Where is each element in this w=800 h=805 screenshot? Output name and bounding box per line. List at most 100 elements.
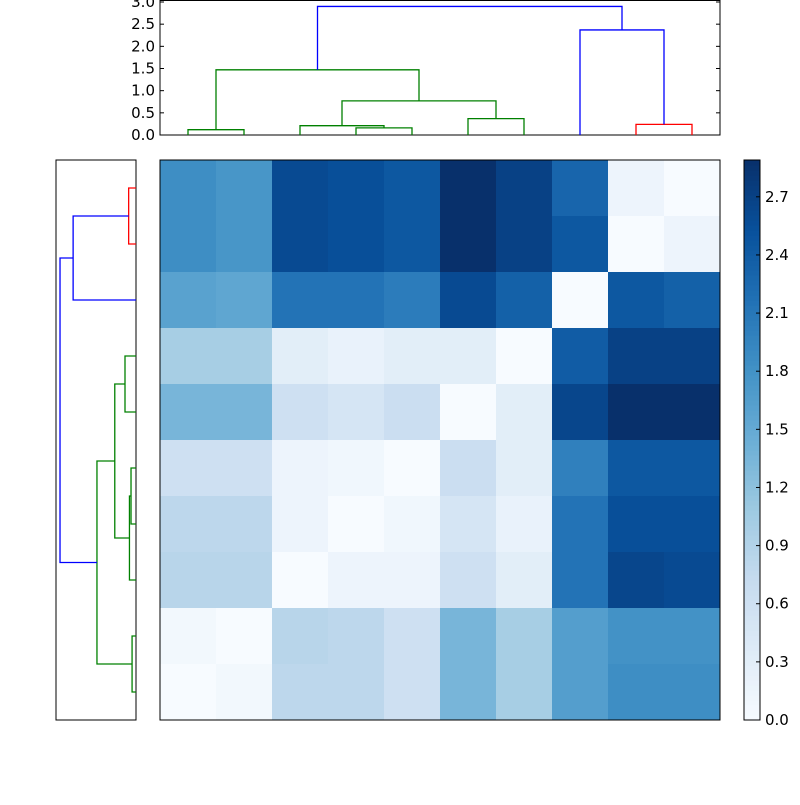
colorbar-segment: [744, 600, 760, 606]
y-tick-label: 0.0: [131, 126, 155, 144]
colorbar-segment: [744, 615, 760, 621]
heatmap-cell: [496, 608, 553, 665]
colorbar-segment: [744, 300, 760, 306]
heatmap-cell: [496, 440, 553, 497]
y-tick-label: 1.5: [131, 60, 155, 78]
dendrogram-link: [467, 117, 525, 135]
colorbar-segment: [744, 650, 760, 656]
colorbar-segment: [744, 230, 760, 236]
dendrogram-link: [635, 123, 693, 135]
colorbar-segment: [744, 405, 760, 411]
colorbar-segment: [744, 655, 760, 661]
dendrogram-link: [59, 257, 97, 564]
heatmap-cell: [608, 160, 665, 217]
heatmap-cell: [552, 440, 609, 497]
colorbar-segment: [744, 250, 760, 256]
colorbar-segment: [744, 370, 760, 376]
colorbar-tick-label: 0.0: [765, 711, 789, 729]
colorbar-segment: [744, 715, 760, 721]
dendrogram-link: [131, 635, 136, 693]
heatmap-cell: [272, 272, 329, 329]
heatmap-cell: [160, 160, 217, 217]
heatmap-cell: [216, 328, 273, 385]
colorbar-segment: [744, 550, 760, 556]
colorbar-segment: [744, 345, 760, 351]
colorbar-segment: [744, 590, 760, 596]
colorbar-segment: [744, 420, 760, 426]
heatmap-cell: [552, 552, 609, 609]
y-tick-label: 2.5: [131, 15, 155, 33]
colorbar-segment: [744, 215, 760, 221]
colorbar-segment: [744, 395, 760, 401]
heatmap-cell: [608, 552, 665, 609]
colorbar-segment: [744, 495, 760, 501]
colorbar-segment: [744, 425, 760, 431]
heatmap-cell: [664, 216, 721, 273]
colorbar-segment: [744, 510, 760, 516]
heatmap-cell: [608, 384, 665, 441]
colorbar-segment: [744, 160, 760, 166]
colorbar-segment: [744, 500, 760, 506]
heatmap-frame: [159, 159, 721, 721]
colorbar-segment: [744, 470, 760, 476]
colorbar-segment: [744, 630, 760, 636]
colorbar-segment: [744, 400, 760, 406]
colorbar-segment: [744, 295, 760, 301]
heatmap-cell: [216, 496, 273, 553]
heatmap-cell: [664, 552, 721, 609]
y-tick-label: 3.0: [131, 0, 155, 11]
colorbar-segment: [744, 490, 760, 496]
heatmap-cell: [608, 272, 665, 329]
colorbar-tick-label: 2.1: [765, 304, 789, 322]
heatmap-cell: [328, 384, 385, 441]
heatmap-cell: [664, 608, 721, 665]
heatmap: [159, 159, 721, 721]
colorbar-segment: [744, 185, 760, 191]
heatmap-cell: [160, 608, 217, 665]
heatmap-cell: [440, 440, 497, 497]
colorbar-segment: [744, 680, 760, 686]
colorbar-segment: [744, 530, 760, 536]
heatmap-cell: [328, 440, 385, 497]
colorbar-segment: [744, 195, 760, 201]
colorbar-segment: [744, 450, 760, 456]
heatmap-cell: [440, 384, 497, 441]
heatmap-cell: [552, 328, 609, 385]
colorbar-segment: [744, 270, 760, 276]
heatmap-cell: [384, 160, 441, 217]
heatmap-cell: [216, 664, 273, 721]
colorbar-segment: [744, 225, 760, 231]
colorbar-segment: [744, 275, 760, 281]
colorbar-segment: [744, 700, 760, 706]
heatmap-cell: [384, 608, 441, 665]
colorbar-segment: [744, 565, 760, 571]
colorbar-segment: [744, 440, 760, 446]
colorbar-segment: [744, 205, 760, 211]
dendrogram-link: [72, 215, 136, 301]
colorbar-segment: [744, 310, 760, 316]
heatmap-cell: [496, 328, 553, 385]
heatmap-cell: [608, 328, 665, 385]
heatmap-cell: [664, 384, 721, 441]
heatmap-cell: [328, 496, 385, 553]
heatmap-cell: [384, 664, 441, 721]
colorbar-segment: [744, 705, 760, 711]
heatmap-cell: [384, 384, 441, 441]
heatmap-cell: [384, 328, 441, 385]
heatmap-cell: [440, 496, 497, 553]
colorbar-segment: [744, 375, 760, 381]
colorbar-tick-label: 0.3: [765, 653, 789, 671]
heatmap-cell: [160, 664, 217, 721]
colorbar-segment: [744, 265, 760, 271]
heatmap-cell: [160, 552, 217, 609]
heatmap-cell: [440, 216, 497, 273]
dendrogram-link: [316, 5, 623, 70]
heatmap-cell: [272, 440, 329, 497]
heatmap-cell: [608, 664, 665, 721]
heatmap-cell: [496, 384, 553, 441]
colorbar-segment: [744, 645, 760, 651]
row-dendrogram-frame: [55, 159, 137, 721]
colorbar-tick-label: 1.5: [765, 420, 789, 438]
heatmap-cell: [552, 160, 609, 217]
colorbar-segment: [744, 355, 760, 361]
